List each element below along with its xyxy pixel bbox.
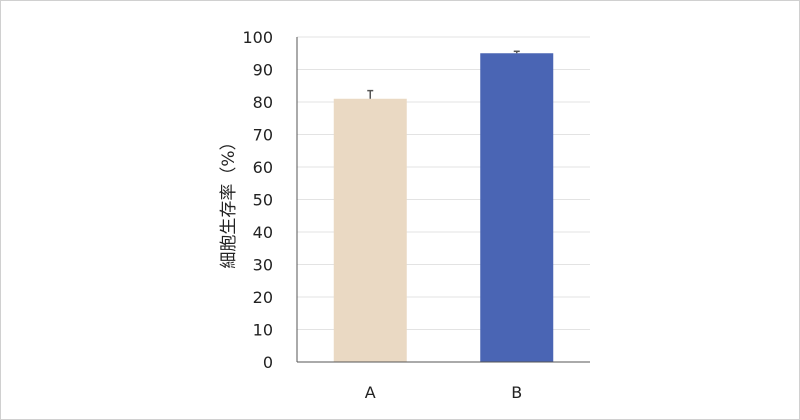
y-tick-label: 50	[253, 191, 273, 210]
x-tick-label: B	[511, 383, 522, 402]
y-tick-label: 0	[263, 353, 273, 372]
y-tick-label: 10	[253, 321, 273, 340]
bar-B	[480, 53, 554, 362]
y-tick-label: 60	[253, 158, 273, 177]
y-tick-label: 30	[253, 256, 273, 275]
y-tick-label: 20	[253, 288, 273, 307]
y-tick-label: 90	[253, 61, 273, 80]
y-tick-label: 100	[242, 28, 273, 47]
y-tick-label: 70	[253, 126, 273, 145]
y-tick-label: 80	[253, 93, 273, 112]
y-tick-label: 40	[253, 223, 273, 242]
y-axis-label: 細胞生存率（%）	[219, 133, 239, 268]
x-tick-label: A	[365, 383, 376, 402]
bar-A	[333, 98, 407, 362]
